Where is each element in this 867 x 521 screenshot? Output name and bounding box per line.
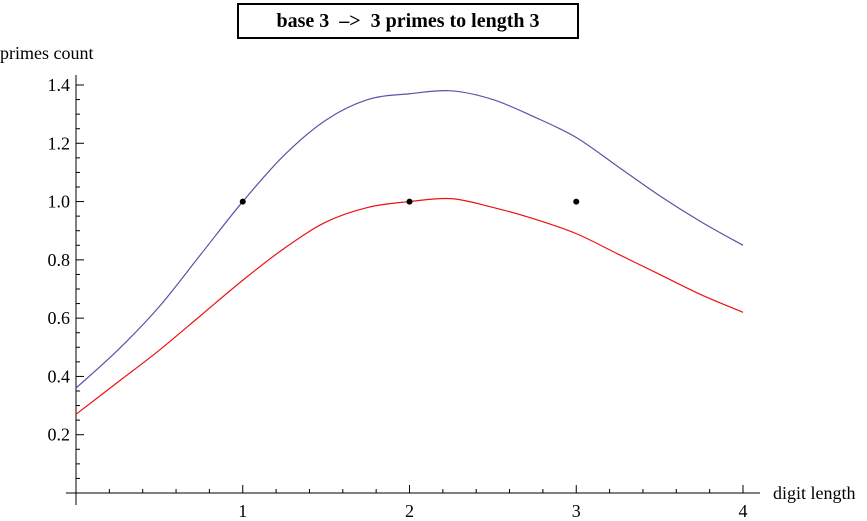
y-tick-label: 0.8 [48,250,71,270]
y-tick-label: 1.0 [48,192,71,212]
data-point [573,198,580,205]
y-tick-label: 0.2 [48,425,71,445]
x-axis-label: digit length [773,483,856,503]
y-tick-label: 0.4 [48,366,71,386]
x-tick-label: 4 [739,501,748,521]
x-tick-label: 2 [405,501,414,521]
y-tick-label: 1.2 [48,133,71,153]
x-tick-label: 1 [238,501,247,521]
ticks: 1 2 3 4 0.2 0.4 0.6 0.8 1.0 1.2 1.4 [48,75,748,521]
x-tick-label: 3 [572,501,581,521]
series-line-1 [75,90,744,389]
data-point [406,198,413,205]
data-point [239,198,246,205]
axes [66,75,760,505]
data-points [239,198,580,205]
y-tick-label: 0.6 [48,308,71,328]
y-tick-label: 1.4 [48,75,71,95]
chart-title: base 3 –> 3 primes to length 3 [237,3,579,39]
series-lines [75,90,744,415]
y-axis-label: primes count [0,43,94,63]
series-line-2 [75,197,744,415]
